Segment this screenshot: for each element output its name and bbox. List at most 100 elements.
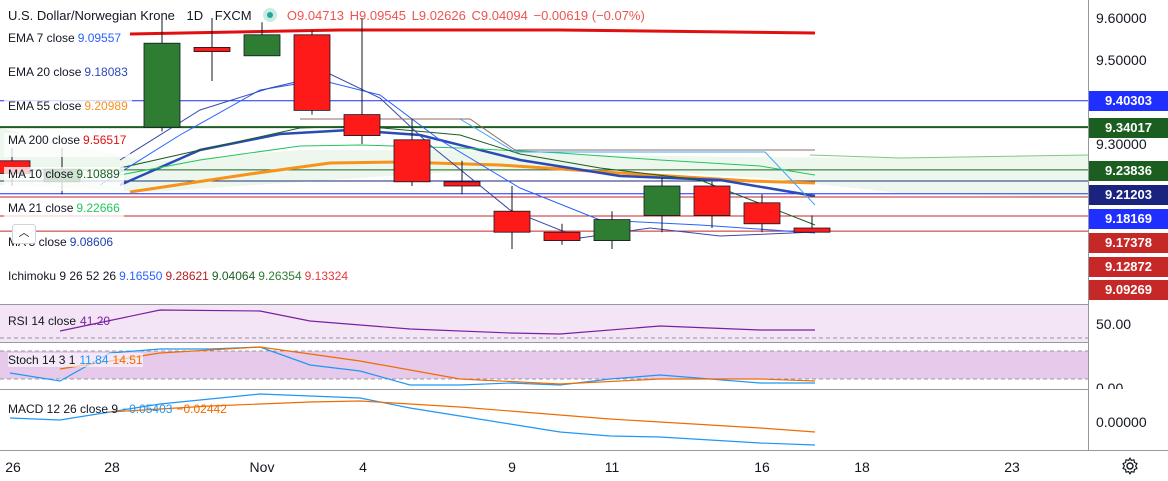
stoch-k-value: 11.84 [79, 353, 109, 367]
ma21-line [119, 144, 816, 176]
price-scale-label: 9.30000 [1096, 136, 1147, 152]
candle [343, 18, 381, 144]
indicator-value: 9.20989 [84, 99, 128, 113]
indicator-value: 9.56517 [83, 133, 127, 147]
rsi-line [59, 309, 815, 335]
candle [493, 186, 531, 249]
indicator-value: 9.13324 [304, 269, 349, 283]
macd-signal-line [109, 400, 816, 433]
ohlc-close: C9.04094 [471, 8, 528, 23]
candle [143, 18, 181, 132]
candle-body [593, 219, 631, 242]
rsi-label: RSI 14 close [8, 314, 77, 328]
indicator-value: 9.04064 [211, 269, 256, 283]
candle-body [543, 231, 581, 241]
indicator-ma21[interactable]: MA 21 close 9.22666 [4, 201, 124, 225]
main-chart-pane[interactable]: U.S. Dollar/Norwegian Krone 1D FXCM O9.0… [0, 0, 1088, 304]
price-tag: 9.12872 [1089, 257, 1168, 277]
macd-line [9, 393, 816, 446]
macd-pane[interactable]: MACD 12 26 close 9 −0.05403 −0.02442 [0, 390, 1088, 450]
indicator-label: EMA 55 close [8, 99, 82, 113]
rsi-pane[interactable]: RSI 14 close 41.20 [0, 305, 1088, 342]
time-axis-label: 11 [604, 459, 620, 475]
candle-body [493, 210, 531, 233]
macd-signal-value: −0.02442 [176, 402, 227, 416]
main-chart-svg [0, 18, 1088, 249]
candle-body [793, 227, 831, 233]
candle-body [743, 202, 781, 225]
indicator-ema20[interactable]: EMA 20 close 9.18083 [4, 65, 132, 89]
candle-body [143, 42, 181, 128]
indicator-label: EMA 7 close [8, 31, 75, 45]
symbol-interval[interactable]: 1D [186, 8, 204, 23]
ichimoku-tenkan [300, 118, 815, 151]
indicator-value: 9.09557 [77, 31, 122, 45]
stoch-label: Stoch 14 3 1 [8, 353, 76, 367]
indicator-value: 9.18083 [84, 65, 128, 79]
macd-legend[interactable]: MACD 12 26 close 9 −0.05403 −0.02442 [8, 402, 227, 416]
time-axis-label: 16 [754, 459, 770, 475]
candle [293, 30, 331, 115]
ohlc-change: −0.00619 (−0.07%) [533, 8, 645, 23]
indicator-label: MA 10 close [8, 167, 74, 181]
price-tag: 9.34017 [1089, 118, 1168, 138]
indicator-value: 9.26354 [258, 269, 302, 283]
stoch-pane[interactable]: Stoch 14 3 1 11.84 14.51 [0, 343, 1088, 389]
settings-gear-icon[interactable] [1120, 456, 1140, 476]
chevron-up-icon: ︿ [18, 227, 30, 239]
candle [743, 194, 781, 233]
macd-scale-label: 0.00000 [1096, 414, 1147, 430]
stoch-legend[interactable]: Stoch 14 3 1 11.84 14.51 [8, 353, 143, 367]
price-tag: 9.18169 [1089, 209, 1168, 229]
indicator-ema55[interactable]: EMA 55 close 9.20989 [4, 99, 132, 123]
indicator-ichimoku[interactable]: Ichimoku 9 26 52 26 9.16550 9.28621 9.04064… [4, 269, 353, 293]
rsi-legend[interactable]: RSI 14 close 41.20 [8, 314, 110, 328]
symbol-header: U.S. Dollar/Norwegian Krone 1D FXCM O9.0… [8, 8, 647, 23]
stoch-band [0, 351, 1088, 379]
candle [243, 22, 281, 57]
candle [193, 18, 231, 81]
price-tag: 9.23836 [1089, 161, 1168, 181]
candle [643, 177, 681, 233]
candle-body [393, 139, 431, 183]
candle [443, 160, 481, 195]
time-axis-label: 23 [1004, 459, 1020, 475]
candle [543, 223, 581, 245]
candle-body [443, 181, 481, 187]
indicator-label: EMA 20 close [8, 65, 82, 79]
stoch-d-line [59, 346, 816, 385]
indicator-label: Ichimoku 9 26 52 26 [8, 269, 117, 283]
indicator-ma10[interactable]: MA 10 close 9.10889 [4, 167, 124, 191]
price-scale-label: 9.60000 [1096, 10, 1147, 26]
indicator-value: 9.08606 [69, 235, 114, 249]
stoch-svg [0, 346, 1088, 386]
candle-body [293, 34, 331, 111]
symbol-name[interactable]: U.S. Dollar/Norwegian Krone [8, 8, 175, 23]
candle-body [643, 185, 681, 216]
market-status-icon [263, 8, 278, 22]
indicator-value: 9.16550 [119, 269, 163, 283]
pane-divider[interactable] [0, 342, 1168, 343]
candle [793, 215, 831, 233]
candle-body [243, 34, 281, 57]
rsi-band [0, 305, 1088, 342]
pane-divider[interactable] [0, 304, 1168, 305]
indicator-value: 9.28621 [165, 269, 209, 283]
stoch-k-line [9, 346, 815, 386]
time-axis-label: 18 [854, 459, 870, 475]
time-axis-label: 26 [5, 459, 21, 475]
stoch-d-value: 14.51 [112, 353, 143, 367]
indicator-ma200[interactable]: MA 200 close 9.56517 [4, 133, 131, 157]
time-axis[interactable] [0, 451, 1088, 481]
ema7-line [99, 79, 816, 234]
collapse-legend-button[interactable]: ︿ [12, 224, 36, 244]
pane-divider[interactable] [0, 389, 1168, 390]
ohlc-open: O9.04713 [286, 8, 344, 23]
macd-value: −0.05403 [122, 402, 173, 416]
macd-svg [9, 393, 816, 446]
indicator-ema7[interactable]: EMA 7 close 9.09557 [4, 31, 126, 55]
indicator-label: MA 21 close [8, 201, 74, 215]
time-axis-label: 4 [359, 459, 367, 475]
symbol-source: FXCM [214, 8, 252, 23]
candle [693, 181, 731, 228]
